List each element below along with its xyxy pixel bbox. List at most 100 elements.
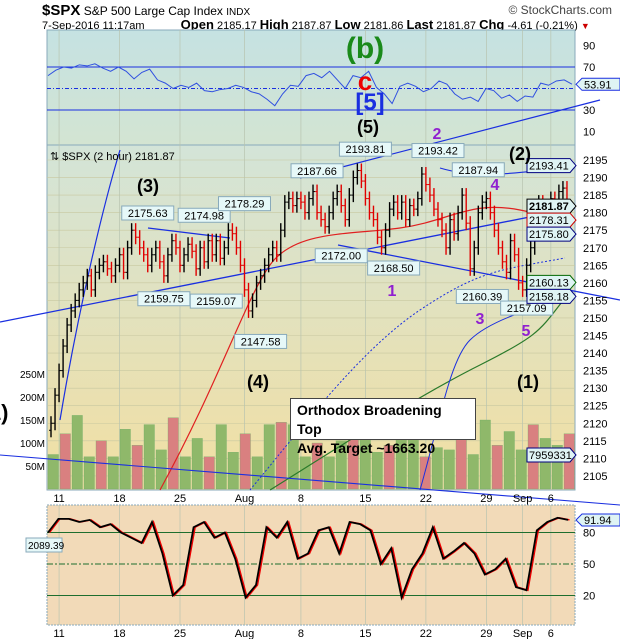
rsi-line bbox=[47, 63, 573, 107]
volume-bar bbox=[71, 415, 83, 490]
volume-bar bbox=[311, 442, 323, 490]
rsi-tick: 70 bbox=[583, 62, 595, 74]
overlay-line bbox=[0, 454, 620, 506]
price-tick: 2135 bbox=[583, 366, 607, 378]
price-tick: 2180 bbox=[583, 208, 607, 220]
pivot-label-box bbox=[121, 205, 175, 221]
date-tick: Sep bbox=[513, 628, 533, 639]
pivot-label-box bbox=[367, 260, 421, 276]
low-label: Low bbox=[334, 17, 361, 32]
stoch-left-tag-text: 2089.39 bbox=[28, 541, 65, 552]
date-tick: 6 bbox=[548, 493, 554, 505]
volume-bar bbox=[371, 452, 383, 490]
wave-label: (4) bbox=[247, 372, 269, 392]
volume-bar bbox=[491, 445, 503, 490]
date-tick: 25 bbox=[174, 493, 186, 505]
price-legend: ⇅ $SPX (2 hour) 2181.87 bbox=[50, 151, 175, 163]
datetime: 7-Sep-2016 11:17am bbox=[42, 20, 145, 32]
overlay-line bbox=[299, 99, 601, 179]
chg-label: Chg bbox=[479, 17, 505, 32]
wave-label: (b) bbox=[346, 32, 384, 65]
wave-label: c bbox=[358, 66, 372, 96]
volume-bar bbox=[215, 424, 227, 490]
pivot-label-box bbox=[189, 293, 243, 309]
price-tag bbox=[526, 288, 577, 304]
price-tick: 2155 bbox=[583, 295, 607, 307]
volume-bar bbox=[515, 449, 527, 490]
price-tag-text: 2175.80 bbox=[529, 229, 569, 241]
date-tick: 25 bbox=[174, 628, 186, 639]
price-tag bbox=[526, 226, 577, 242]
wave-label: (5) bbox=[357, 117, 379, 137]
stoch-tick: 80 bbox=[583, 528, 595, 540]
open-label: Open bbox=[180, 17, 214, 32]
pivot-label-box bbox=[451, 162, 505, 178]
down-arrow-icon: ▼ bbox=[580, 21, 590, 31]
pivot-label: 2175.63 bbox=[128, 208, 168, 220]
pivot-label: 2174.98 bbox=[184, 210, 224, 222]
callout-box: Orthodox Broadening Top Avg. Target ~166… bbox=[290, 398, 476, 456]
price-tag bbox=[526, 274, 577, 290]
date-tick: Aug bbox=[235, 493, 255, 505]
price-tag bbox=[526, 212, 577, 228]
title-row: $SPX S&P 500 Large Cap Index INDX © Stoc… bbox=[42, 2, 612, 19]
volume-bar bbox=[179, 456, 191, 490]
rsi-panel bbox=[46, 29, 576, 146]
date-tick: 11 bbox=[53, 628, 64, 639]
stoch-tick: 20 bbox=[583, 591, 595, 603]
symbol: $SPX bbox=[42, 2, 81, 19]
price-tick: 2130 bbox=[583, 383, 607, 395]
volume-bar bbox=[323, 456, 335, 490]
pivot-label: 2159.75 bbox=[144, 294, 184, 306]
price-tag-text: 2181.87 bbox=[529, 201, 569, 213]
price-tick: 2125 bbox=[583, 401, 607, 413]
price-tag-text: 2158.18 bbox=[529, 291, 569, 303]
volume-bar bbox=[47, 454, 59, 490]
price-tag-text: 2160.13 bbox=[529, 277, 569, 289]
volume-bar bbox=[551, 445, 563, 490]
date-tick: 15 bbox=[359, 628, 371, 639]
wave-label: 2 bbox=[433, 126, 442, 143]
price-tick: 2140 bbox=[583, 348, 607, 360]
pivot-label-box bbox=[455, 288, 509, 304]
volume-bar bbox=[119, 429, 131, 490]
volume-bar bbox=[143, 424, 155, 490]
volume-bar bbox=[203, 456, 215, 490]
volume-bar bbox=[443, 449, 455, 490]
open-value: 2185.17 bbox=[216, 20, 257, 32]
overlay-line bbox=[159, 206, 573, 491]
price-tick: 2195 bbox=[583, 155, 607, 167]
overlay-line bbox=[0, 207, 576, 323]
wave-label: [5] bbox=[355, 89, 384, 116]
price-tag bbox=[526, 198, 577, 214]
date-tick: Sep bbox=[513, 493, 533, 505]
pivot-label: 2187.94 bbox=[458, 165, 498, 177]
price-tick: 2110 bbox=[583, 453, 607, 465]
volume-bar bbox=[275, 422, 287, 490]
volume-bar bbox=[59, 433, 71, 490]
index-name: S&P 500 Large Cap Index bbox=[83, 4, 223, 18]
price-tick: 2120 bbox=[583, 418, 607, 430]
price-tick: 2160 bbox=[583, 278, 607, 290]
date-tick: 18 bbox=[113, 493, 125, 505]
wave-label: (2) bbox=[509, 144, 531, 164]
stoch-left-tag bbox=[25, 537, 63, 553]
stoch-tag-text: 91.94 bbox=[584, 515, 612, 527]
stoch-tick: 50 bbox=[583, 559, 595, 571]
date-tick: 15 bbox=[359, 493, 371, 505]
wave-label: (3) bbox=[137, 176, 159, 196]
pivot-label: 2193.42 bbox=[418, 146, 458, 158]
date-tick: 18 bbox=[113, 628, 125, 639]
volume-bar bbox=[191, 438, 203, 490]
date-tick: 29 bbox=[480, 493, 492, 505]
price-tag bbox=[526, 158, 577, 174]
date-tick: 11 bbox=[53, 493, 64, 505]
pivot-label: 2168.50 bbox=[374, 263, 414, 275]
pivot-label-box bbox=[411, 143, 465, 159]
price-tick: 2145 bbox=[583, 331, 607, 343]
price-tick: 2165 bbox=[583, 260, 607, 272]
volume-bar bbox=[227, 452, 239, 490]
chg-value: -4.61 (-0.21%) bbox=[507, 20, 578, 32]
quote-row: 7-Sep-2016 11:17am Open 2185.17 High 218… bbox=[42, 17, 590, 32]
